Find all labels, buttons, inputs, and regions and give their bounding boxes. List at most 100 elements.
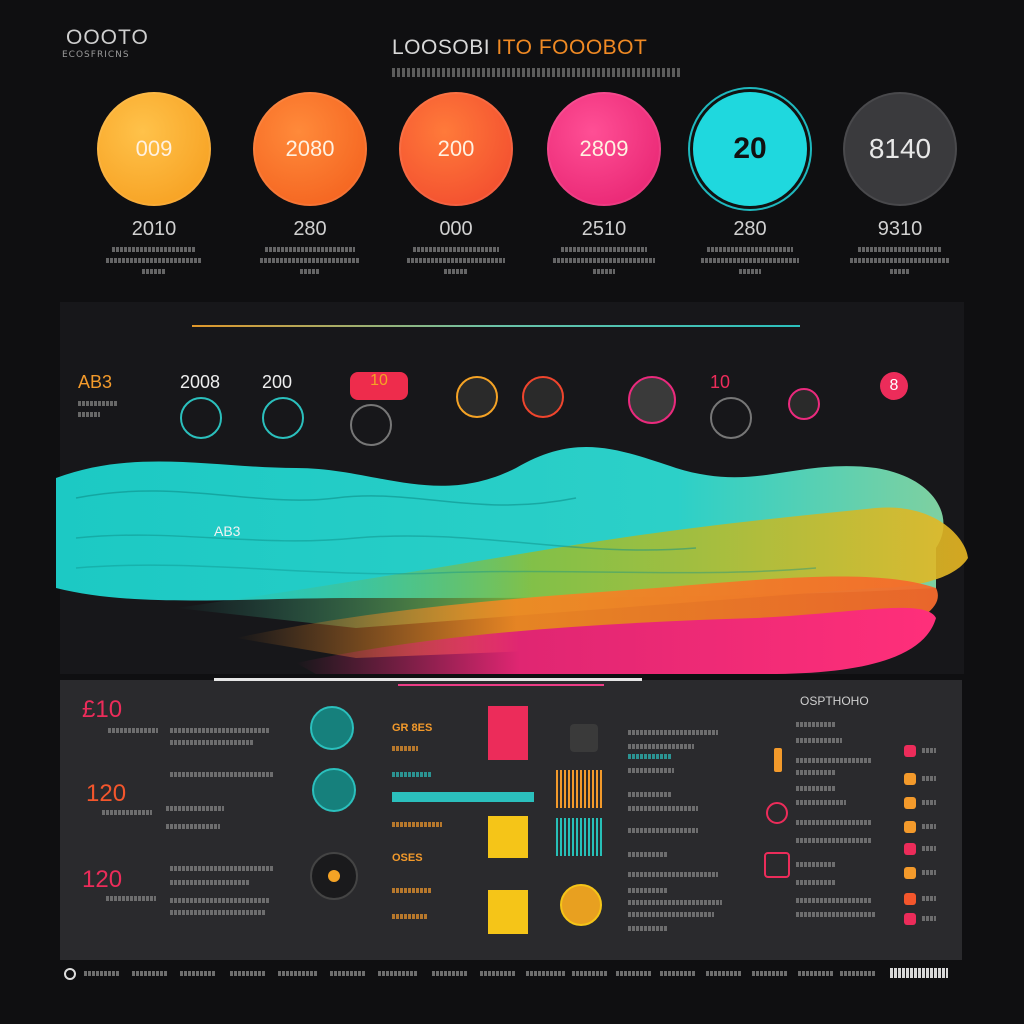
text-scribble: [170, 880, 250, 885]
stat-card: 8140 9310: [830, 92, 970, 274]
flow-wave-graphic: AB3: [56, 447, 968, 674]
mini-metric: 200: [262, 372, 304, 439]
text-scribble: [922, 846, 936, 851]
stat-scribble: [300, 269, 320, 274]
title-scribble: [392, 68, 682, 77]
footer-scribble: [132, 971, 168, 976]
stat-scribble: [561, 247, 647, 252]
dark-ring-icon: [310, 852, 358, 900]
text-scribble: [166, 806, 224, 811]
text-scribble: [628, 852, 668, 857]
gauge-icon: [350, 404, 392, 446]
text-scribble: [796, 912, 876, 917]
teal-ring-icon: [310, 706, 354, 750]
stat-scribble: [106, 258, 202, 263]
text-scribble: [796, 880, 836, 885]
text-scribble: [796, 786, 836, 791]
footer-brand-mark: [890, 968, 948, 978]
legend-square: [904, 821, 916, 833]
metric-scribble: [108, 728, 158, 733]
teal-ring-icon: [312, 768, 356, 812]
stat-circle: 009: [97, 92, 211, 206]
stat-scribble: [707, 247, 793, 252]
stat-scribble: [850, 258, 950, 263]
middle-divider: [192, 325, 800, 327]
legend-square: [904, 867, 916, 879]
text-scribble: [170, 772, 274, 777]
bar-chart-icon: [522, 376, 564, 418]
text-scribble: [628, 792, 672, 797]
legend-square: [904, 797, 916, 809]
stat-card: 20 280: [680, 92, 820, 274]
text-scribble: [922, 824, 936, 829]
stat-card: 200 000: [386, 92, 526, 274]
stat-value: 280: [733, 218, 767, 240]
brand-subtitle: ECOSFRICNS: [62, 50, 130, 60]
mini-metric: 2008: [180, 372, 222, 439]
stat-circle: 2080: [253, 92, 367, 206]
footer-scribble: [84, 971, 120, 976]
text-scribble: [796, 820, 872, 825]
footer-scribble: [572, 971, 608, 976]
yellow-card: [488, 816, 528, 858]
globe-icon: [628, 376, 676, 424]
stat-card: 009 2010: [84, 92, 224, 274]
yellow-card: [488, 890, 528, 934]
text-scribble: [796, 738, 842, 743]
footer-scribble: [616, 971, 652, 976]
text-scribble: [796, 838, 872, 843]
metric-number: £10: [82, 696, 123, 723]
mini-metric: 8: [880, 372, 908, 400]
mini-metric: [788, 372, 820, 420]
footer-scribble: [230, 971, 266, 976]
footer-scribble: [432, 971, 468, 976]
mini-metric-label: 2008: [180, 372, 221, 392]
stat-scribble: [701, 258, 799, 263]
stat-scribble: [407, 258, 505, 263]
text-scribble: [170, 898, 270, 903]
mini-metric: 10: [710, 372, 752, 439]
metric-scribble: [106, 896, 156, 901]
brand-logo: OOOTO: [66, 26, 149, 49]
footer-scribble: [278, 971, 318, 976]
legend-square: [904, 773, 916, 785]
legend-square: [904, 893, 916, 905]
text-scribble: [628, 900, 722, 905]
text-scribble: [796, 898, 872, 903]
mini-metric: 10: [350, 372, 408, 446]
stat-value: 9310: [877, 218, 923, 240]
title-part-1: LOOSOBI: [392, 36, 491, 59]
footer-scribble: [660, 971, 696, 976]
stat-scribble: [553, 258, 655, 263]
footer-scribble: [480, 971, 516, 976]
mini-metric-label: 200: [262, 372, 293, 392]
text-scribble: [796, 800, 846, 805]
stat-scribble: [444, 269, 468, 274]
stat-circle-text: 2080: [285, 136, 335, 161]
bike-icon: [262, 397, 304, 439]
mini-metric: AB3: [78, 372, 118, 417]
text-scribble: [628, 912, 714, 917]
stat-scribble: [413, 247, 499, 252]
mini-metric: [628, 372, 676, 424]
metric-number: 120: [86, 780, 127, 807]
legend-square: [904, 843, 916, 855]
mini-metric-label: 10: [710, 372, 731, 392]
footer-scribble: [840, 971, 876, 976]
mini-metric-label: 10: [350, 372, 408, 400]
tag-icon: [788, 388, 820, 420]
orange-scribble: [392, 888, 432, 893]
stat-value: 000: [439, 218, 473, 240]
footer-scribble: [330, 971, 366, 976]
legend-square: [904, 913, 916, 925]
footer-scribble: [752, 971, 788, 976]
text-scribble: [628, 872, 718, 877]
text-scribble: [922, 916, 936, 921]
text-scribble: [922, 800, 936, 805]
stat-circle-text: 8140: [868, 133, 932, 164]
orange-label: OSES: [392, 852, 423, 864]
footer-scribble: [378, 971, 418, 976]
stat-card: 2809 2510: [534, 92, 674, 274]
stat-scribble: [858, 247, 942, 252]
barcode-chart: [556, 770, 602, 808]
